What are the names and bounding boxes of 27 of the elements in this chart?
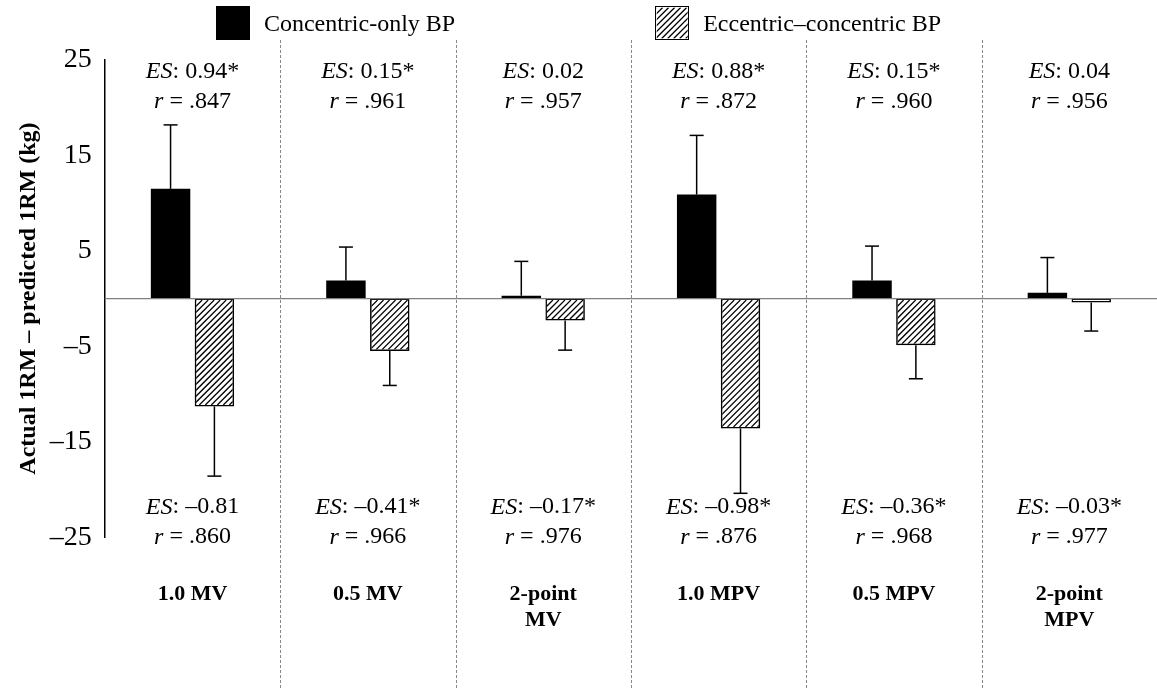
x-tick-label: 0.5 MV — [333, 580, 403, 606]
annotation: ES: –0.98* r = .876 — [664, 492, 772, 549]
annotation: ES: –0.36* r = .968 — [840, 492, 947, 549]
y-tick-label: –25 — [48, 519, 92, 551]
y-tick-label: 25 — [63, 42, 92, 74]
annotation: ES: –0.03* r = .977 — [1015, 492, 1122, 549]
legend-label: Eccentric–concentric BP — [703, 9, 942, 37]
x-tick-label: 1.0 MV — [157, 580, 228, 606]
x-tick-label: 2-point MPV — [1035, 580, 1104, 632]
x-tick-label: 2-point MV — [509, 580, 578, 632]
y-tick-label: 5 — [77, 233, 92, 265]
annotation: ES: 0.04 r = .956 — [1027, 57, 1110, 114]
annotation: ES: 0.88* r = .872 — [670, 57, 766, 114]
y-tick-label: 15 — [63, 137, 92, 169]
annotation: ES: –0.41* r = .966 — [314, 492, 421, 549]
annotation: ES: 0.15* r = .960 — [846, 57, 941, 114]
x-tick-label: 1.0 MPV — [677, 580, 761, 606]
annotation: ES: 0.15* r = .961 — [320, 57, 415, 114]
annotation: ES: 0.94* r = .847 — [144, 57, 240, 114]
y-axis-title: Actual 1RM – predicted 1RM (kg) — [13, 122, 40, 475]
annotation: ES: –0.17* r = .976 — [489, 492, 596, 549]
annotation: ES: 0.02 r = .957 — [501, 57, 584, 114]
x-tick-label: 0.5 MPV — [852, 580, 936, 606]
annotation: ES: –0.81 r = .860 — [144, 492, 240, 549]
y-tick-label: –15 — [48, 424, 92, 456]
legend-label: Concentric-only BP — [263, 9, 456, 37]
y-tick-label: –5 — [62, 328, 92, 360]
